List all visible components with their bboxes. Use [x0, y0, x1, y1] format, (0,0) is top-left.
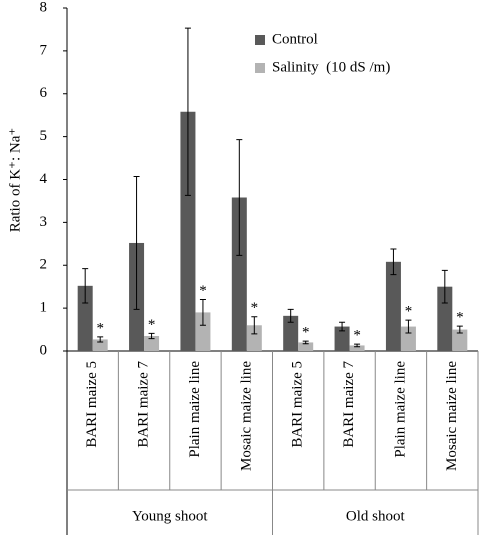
bar	[452, 329, 468, 351]
group-label: Old shoot	[346, 508, 406, 524]
bar	[92, 339, 108, 351]
bar	[283, 315, 299, 351]
bar	[437, 286, 453, 351]
bar	[298, 342, 314, 351]
legend-label: Salinity (10 dS /m)	[272, 59, 390, 75]
bar	[231, 197, 247, 351]
y-tick-label: 6	[40, 85, 48, 101]
bar	[349, 345, 365, 351]
x-tick-label: Mosaic maize line	[238, 361, 254, 471]
significance-mark: *	[199, 283, 207, 299]
error-bar	[302, 340, 309, 345]
error-bar	[339, 321, 346, 332]
bar	[195, 312, 211, 351]
y-tick-label: 5	[40, 128, 48, 144]
y-axis-title: Ratio of K⁺: Na⁺	[7, 128, 23, 233]
significance-mark: *	[251, 300, 259, 316]
significance-mark: *	[353, 328, 361, 344]
legend-label: Control	[272, 31, 318, 47]
x-tick-label: BARI maize 7	[341, 361, 357, 448]
bar	[385, 261, 401, 351]
bar	[77, 285, 93, 351]
y-tick-label: 0	[40, 342, 48, 358]
error-bar	[405, 319, 412, 334]
x-tick-label: BARI maize 7	[136, 361, 152, 448]
error-bar	[287, 308, 294, 323]
error-bar	[236, 139, 243, 256]
legend-swatch	[255, 63, 265, 73]
bar	[180, 111, 196, 351]
significance-mark: *	[456, 310, 464, 326]
x-tick-label: Plain maize line	[187, 361, 203, 458]
y-tick-label: 7	[40, 42, 48, 58]
y-tick-label: 3	[40, 214, 48, 230]
error-bar	[82, 268, 89, 304]
significance-mark: *	[302, 325, 310, 341]
error-bar	[441, 269, 448, 304]
error-bar	[148, 332, 155, 340]
bar	[144, 335, 160, 351]
x-tick-label: BARI maize 5	[290, 361, 306, 448]
x-tick-label: Mosaic maize line	[444, 361, 460, 471]
bar	[400, 326, 416, 351]
error-bar	[354, 343, 361, 348]
error-bar	[97, 336, 104, 343]
error-bar	[251, 316, 258, 335]
y-tick-label: 8	[40, 0, 48, 15]
legend-swatch	[255, 35, 265, 45]
error-bar	[390, 248, 397, 276]
significance-mark: *	[405, 304, 413, 320]
error-bar	[456, 325, 463, 334]
y-tick-label: 1	[40, 300, 48, 316]
error-bar	[133, 175, 140, 310]
group-label: Young shoot	[132, 508, 208, 524]
y-tick-label: 2	[40, 257, 48, 273]
error-bar	[199, 299, 206, 326]
error-bar	[184, 27, 191, 196]
x-tick-label: Plain maize line	[392, 361, 408, 458]
bar	[334, 326, 350, 351]
significance-mark: *	[148, 317, 156, 333]
significance-mark: *	[96, 320, 104, 336]
bar	[246, 325, 262, 351]
y-tick-label: 4	[40, 171, 48, 187]
x-tick-label: BARI maize 5	[84, 361, 100, 448]
